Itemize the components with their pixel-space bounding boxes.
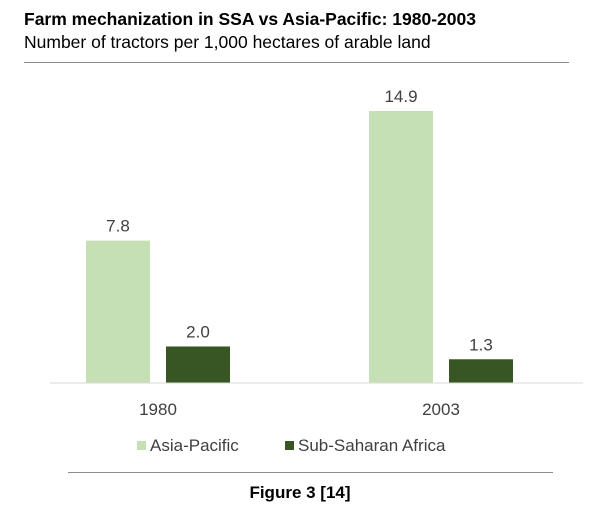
x-tick-label-2003: 2003 [422,400,460,419]
bar-2003-0 [369,110,433,384]
data-label-1980-1: 2.0 [186,322,210,341]
legend-swatch-1 [285,441,294,450]
data-label-2003-0: 14.9 [384,87,417,106]
bars-group: 7.8 2.0 14.9 1.3 [86,87,513,384]
x-tick-labels: 1980 2003 [139,400,460,419]
x-tick-label-1980: 1980 [139,400,177,419]
legend: Asia-Pacific Sub-Saharan Africa [137,436,446,455]
legend-label-0: Asia-Pacific [150,436,239,455]
chart-title: Farm mechanization in SSA vs Asia-Pacifi… [24,9,476,29]
data-label-2003-1: 1.3 [469,335,493,354]
bottom-divider [68,472,553,473]
legend-label-1: Sub-Saharan Africa [298,436,446,455]
legend-swatch-0 [137,441,146,450]
bar-chart: 7.8 2.0 14.9 1.3 1980 2003 Asia-Pacific Sub-S… [50,87,583,455]
bar-1980-0 [86,240,150,383]
top-divider [24,62,569,63]
chart-subtitle: Number of tractors per 1,000 hectares of… [24,32,431,52]
bar-1980-1 [166,346,230,383]
data-label-1980-0: 7.8 [106,217,130,236]
figure-caption: Figure 3 [14] [249,483,351,502]
bar-2003-1 [449,359,513,383]
